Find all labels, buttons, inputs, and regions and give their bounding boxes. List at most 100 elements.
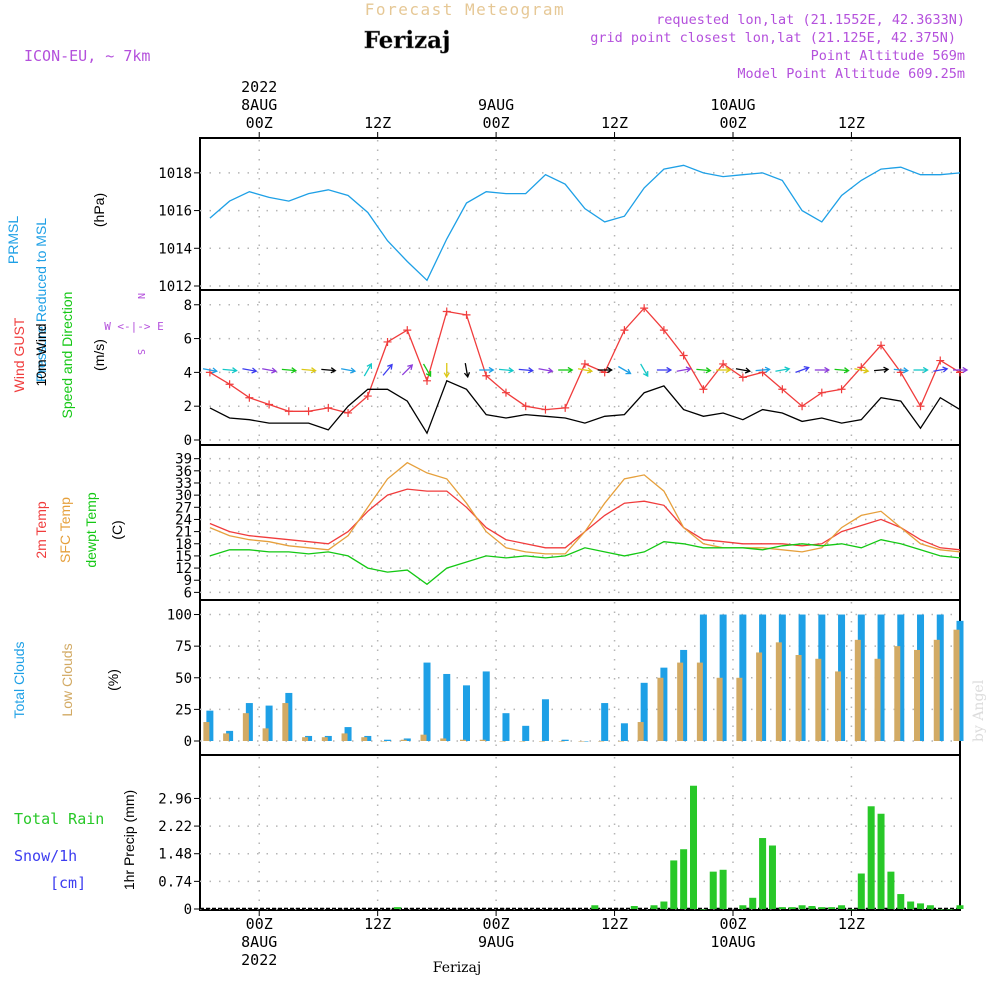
low-cloud-bar: [321, 737, 328, 741]
low-cloud-bar: [538, 741, 545, 742]
y-tick-label: 18: [175, 537, 192, 553]
low-cloud-bar: [677, 662, 684, 741]
temperature-series-line: [209, 539, 961, 586]
total-cloud-bar: [305, 735, 313, 741]
y-tick-label: 25: [175, 702, 192, 718]
wind-arrow-head: [291, 367, 298, 374]
total-cloud-bar: [384, 739, 392, 741]
gust-marker: [778, 385, 787, 394]
gust-marker: [580, 359, 589, 368]
wind-arrow-head: [443, 372, 450, 379]
time-label-top: 12Z: [364, 114, 391, 132]
low-cloud-bar: [598, 741, 605, 742]
wind-arrow-shaft: [382, 364, 393, 376]
low-cloud-bar: [716, 677, 723, 741]
y-tick-label: 39: [175, 452, 192, 468]
pressure-series-line: [209, 164, 961, 282]
precip-axis-label: 1hr Precip (mm): [121, 790, 137, 890]
wind-arrow-head: [843, 367, 850, 374]
wind-arrow-shaft: [834, 368, 849, 372]
pressure-axis-label: PRMSL: [5, 216, 21, 264]
low-cloud-bar: [361, 737, 368, 741]
temperature-axis-label: dewpt Temp: [83, 492, 99, 567]
y-tick-label: 6: [184, 332, 192, 348]
wind-arrow-head: [567, 366, 574, 374]
low-cloud-bar: [736, 677, 743, 741]
gust-marker: [403, 326, 412, 335]
rain-bar: [867, 806, 875, 909]
wind-arrow-head: [883, 366, 890, 373]
gust-marker: [462, 310, 471, 319]
low-cloud-bar: [696, 662, 703, 741]
chart-header: Forecast Meteogram Ferizaj ICON-EU, ~ 7k…: [24, 0, 965, 82]
wind-arrow-shaft: [464, 362, 469, 378]
y-tick-label: 6: [184, 585, 192, 601]
total-cloud-bar: [265, 705, 273, 741]
rain-bar: [788, 907, 796, 909]
total-cloud-bar: [818, 614, 826, 741]
wind-arrow-shaft: [301, 368, 316, 372]
rain-bar: [393, 907, 401, 909]
total-cloud-bar: [581, 741, 589, 742]
gust-marker: [344, 408, 353, 417]
wind-arrow-head: [211, 367, 219, 374]
wind-arrow-head: [488, 366, 495, 374]
gust-marker: [501, 388, 510, 397]
grid-point: grid point closest lon,lat (21.125E, 42.…: [590, 30, 956, 46]
y-tick-label: 0: [184, 902, 192, 918]
compass-south: S: [135, 349, 146, 355]
wind-arrow-head: [463, 371, 471, 379]
gust-marker: [541, 405, 550, 414]
wind-arrow-shaft: [577, 368, 592, 372]
low-cloud-bar: [420, 734, 427, 741]
total-cloud-bar: [917, 614, 925, 741]
wind-arrow-shaft: [735, 368, 750, 372]
total-cloud-bar: [739, 614, 747, 741]
time-label-top: 12Z: [601, 114, 628, 132]
total-cloud-bar: [541, 699, 549, 741]
wind-arrow-head: [407, 364, 414, 371]
wind-arrow-head: [744, 367, 751, 374]
temperature-axis-label: SFC Temp: [57, 497, 73, 563]
low-cloud-bar: [479, 739, 486, 741]
gust-marker: [699, 385, 708, 394]
wind-arrow-head: [642, 371, 649, 378]
time-label-bottom: 9AUG: [478, 933, 514, 951]
location-title: Ferizaj: [364, 27, 451, 54]
y-tick-label: 0: [184, 734, 192, 750]
low-cloud-bar: [499, 741, 506, 742]
low-cloud-bar: [341, 733, 348, 741]
time-label-top: 12Z: [838, 114, 865, 132]
wind-arrow-head: [764, 366, 771, 373]
rain-bar: [670, 860, 678, 909]
rain-bar: [650, 905, 658, 909]
total-cloud-bar: [798, 614, 806, 741]
total-cloud-bar: [956, 620, 964, 741]
wind-arrow-shaft: [422, 363, 432, 377]
time-label-top: 9AUG: [478, 96, 514, 114]
y-tick-label: 1016: [158, 204, 192, 220]
wind-arrow-head: [922, 366, 929, 374]
time-label-bottom: 12Z: [601, 915, 628, 933]
total-cloud-bar: [462, 685, 470, 741]
wind-arrow-head: [607, 366, 613, 374]
wind-arrow-head: [962, 366, 969, 374]
gust-marker: [817, 388, 826, 397]
rain-bar: [690, 785, 698, 909]
model-label: ICON-EU, ~ 7km: [24, 47, 150, 65]
time-label-top: 00Z: [719, 114, 746, 132]
low-cloud-bar: [400, 739, 407, 741]
y-tick-label: 36: [175, 464, 192, 480]
wind-arrow-head: [942, 366, 949, 373]
y-tick-label: 2: [184, 399, 192, 415]
low-cloud-bar: [756, 652, 763, 741]
low-cloud-bar: [578, 741, 585, 742]
time-label-top: 2022: [241, 78, 277, 96]
total-cloud-bar: [680, 649, 688, 741]
low-cloud-bar: [914, 649, 921, 741]
rain-bar: [818, 907, 826, 909]
wind-arrow-head: [863, 367, 870, 374]
total-cloud-bar: [719, 614, 727, 741]
low-cloud-bar: [835, 671, 842, 741]
rain-bar: [838, 905, 846, 909]
